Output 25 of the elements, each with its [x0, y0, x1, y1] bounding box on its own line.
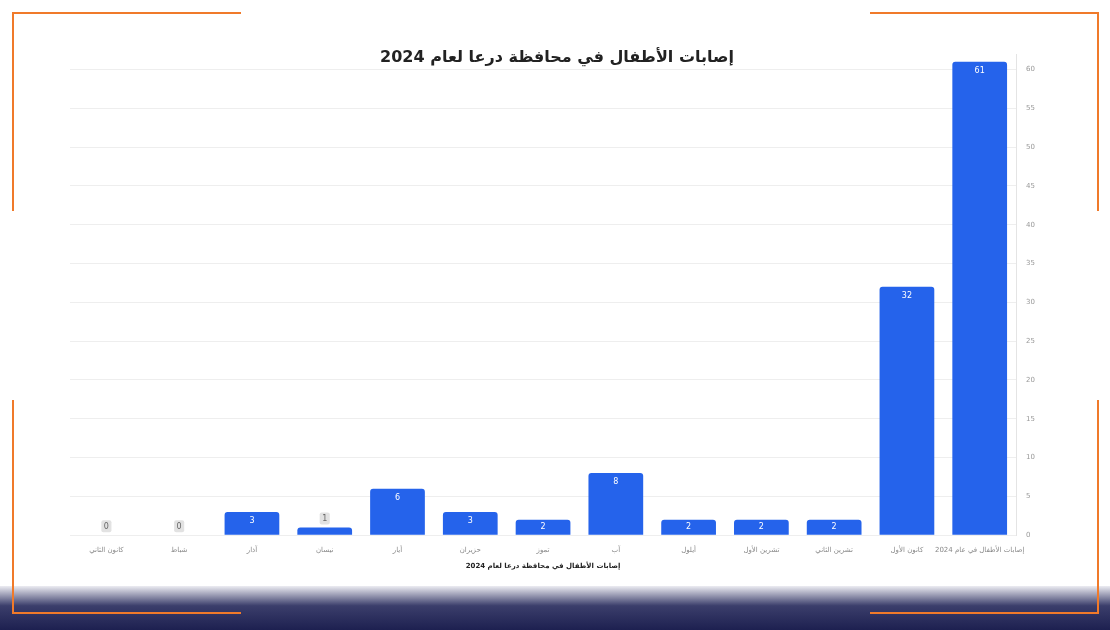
bar — [806, 519, 862, 535]
bar — [734, 519, 789, 535]
bar — [879, 286, 935, 535]
data-label: 6 — [394, 492, 401, 502]
data-label: 3 — [249, 515, 255, 525]
data-label: 61 — [974, 65, 985, 75]
data-label: 2 — [540, 522, 546, 532]
bar — [297, 527, 353, 535]
bar — [588, 473, 644, 535]
data-label: 2 — [686, 522, 692, 532]
data-label: 0 — [176, 521, 182, 531]
bar — [515, 519, 571, 535]
bar — [442, 511, 498, 535]
data-label: 32 — [901, 290, 913, 300]
data-label: 0 — [103, 521, 109, 531]
bar — [224, 511, 280, 535]
data-label: 1 — [322, 514, 328, 524]
data-label: 8 — [613, 477, 619, 487]
data-label: 2 — [758, 522, 764, 532]
bar — [661, 519, 716, 535]
bar — [952, 61, 1008, 535]
chart-title: إصابات الأطفال في محافظة درعا لعام 2024 — [380, 47, 734, 68]
bar — [370, 488, 425, 535]
data-label: 2 — [831, 522, 837, 532]
data-label: 3 — [467, 515, 473, 525]
